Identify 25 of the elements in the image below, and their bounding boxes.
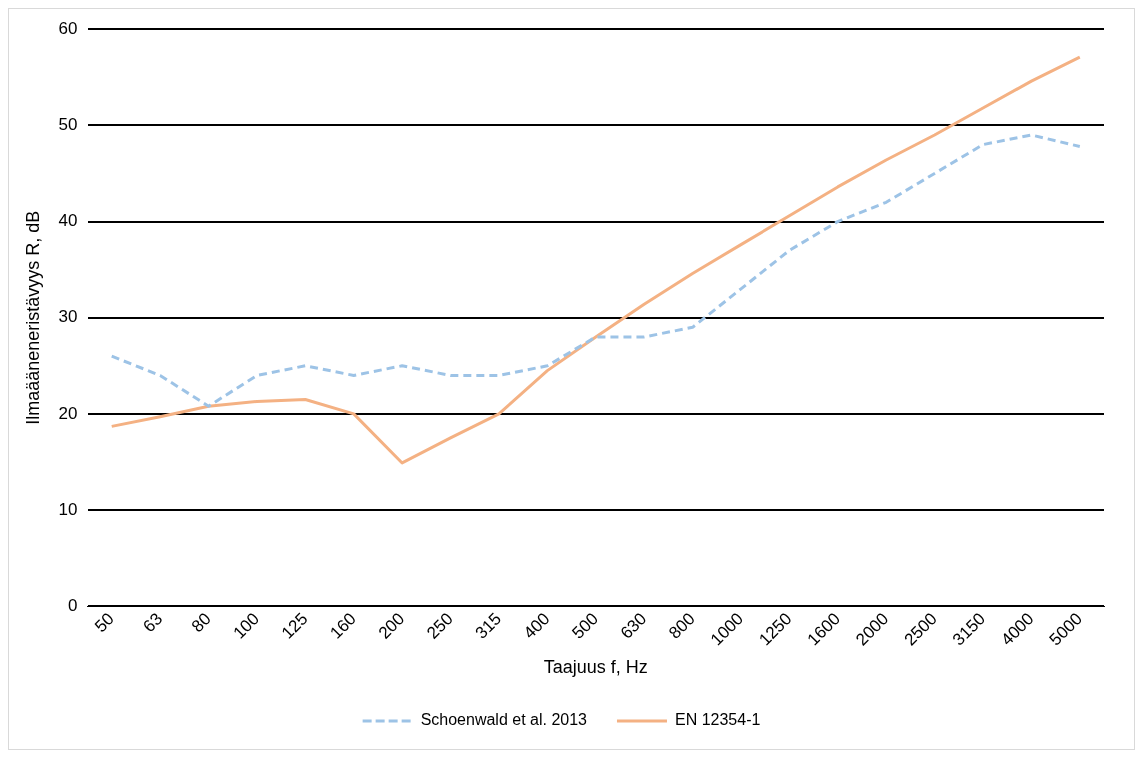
legend-label: Schoenwald et al. 2013: [420, 711, 588, 729]
y-tick-label: 0: [68, 595, 78, 615]
x-tick-label: 125: [277, 609, 312, 643]
y-tick-label: 60: [58, 18, 78, 38]
x-tick-label: 800: [665, 609, 699, 643]
x-tick-label: 315: [471, 609, 506, 643]
legend-label: EN 12354-1: [674, 711, 761, 729]
x-tick-label: 63: [139, 609, 167, 636]
x-tick-label: 160: [326, 609, 360, 643]
y-tick-label: 50: [58, 115, 78, 135]
y-tick-label: 30: [58, 307, 78, 327]
x-tick-label: 500: [568, 609, 602, 643]
x-tick-label: 200: [374, 609, 409, 643]
x-tick-label: 50: [91, 609, 118, 636]
x-axis-title: Taajuus f, Hz: [543, 657, 648, 678]
line-series: [110, 133, 1082, 408]
x-tick-label: 80: [187, 609, 215, 636]
x-tick-label: 400: [519, 609, 554, 643]
y-tick-label: 40: [58, 211, 78, 231]
y-tick-label: 20: [58, 403, 78, 423]
x-tick-label: 100: [229, 609, 264, 643]
x-tick-label: 630: [616, 609, 651, 643]
x-tick-label: 250: [423, 609, 457, 643]
y-tick-label: 10: [58, 499, 78, 519]
y-axis-title: Ilmaääneneristävyys R, dB: [22, 210, 43, 425]
